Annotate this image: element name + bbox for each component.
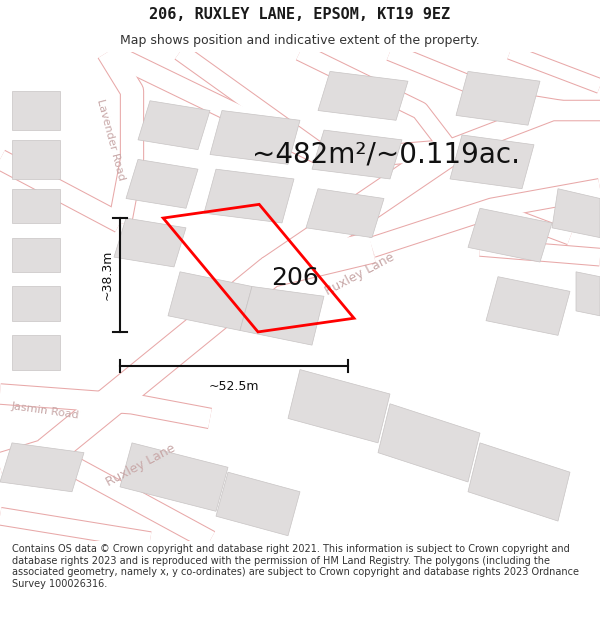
Polygon shape: [12, 238, 60, 272]
Polygon shape: [138, 101, 210, 149]
Polygon shape: [114, 218, 186, 267]
Polygon shape: [552, 189, 600, 238]
Text: ~38.3m: ~38.3m: [100, 250, 113, 300]
Text: 206: 206: [271, 266, 319, 290]
Polygon shape: [318, 71, 408, 120]
Text: Map shows position and indicative extent of the property.: Map shows position and indicative extent…: [120, 34, 480, 47]
Text: Ruxley Lane: Ruxley Lane: [323, 251, 397, 298]
Polygon shape: [12, 286, 60, 321]
Polygon shape: [468, 208, 552, 262]
Text: 206, RUXLEY LANE, EPSOM, KT19 9EZ: 206, RUXLEY LANE, EPSOM, KT19 9EZ: [149, 7, 451, 22]
Polygon shape: [216, 472, 300, 536]
Polygon shape: [450, 135, 534, 189]
Polygon shape: [240, 286, 324, 345]
Polygon shape: [126, 159, 198, 208]
Polygon shape: [456, 71, 540, 125]
Polygon shape: [576, 272, 600, 316]
Text: Contains OS data © Crown copyright and database right 2021. This information is : Contains OS data © Crown copyright and d…: [12, 544, 579, 589]
Polygon shape: [204, 169, 294, 223]
Polygon shape: [468, 443, 570, 521]
Text: Lavender Road: Lavender Road: [95, 98, 127, 182]
Polygon shape: [210, 111, 300, 164]
Polygon shape: [12, 91, 60, 130]
Polygon shape: [120, 443, 228, 511]
Text: ~52.5m: ~52.5m: [209, 380, 259, 393]
Polygon shape: [312, 130, 402, 179]
Text: Ruxley Lane: Ruxley Lane: [104, 441, 178, 489]
Polygon shape: [0, 443, 84, 492]
Text: ~482m²/~0.119ac.: ~482m²/~0.119ac.: [252, 141, 520, 169]
Polygon shape: [306, 189, 384, 238]
Polygon shape: [378, 404, 480, 482]
Polygon shape: [168, 272, 252, 331]
Text: Jasmin Road: Jasmin Road: [10, 401, 80, 421]
Polygon shape: [12, 140, 60, 179]
Polygon shape: [486, 277, 570, 336]
Polygon shape: [12, 189, 60, 223]
Polygon shape: [12, 336, 60, 369]
Polygon shape: [288, 369, 390, 443]
